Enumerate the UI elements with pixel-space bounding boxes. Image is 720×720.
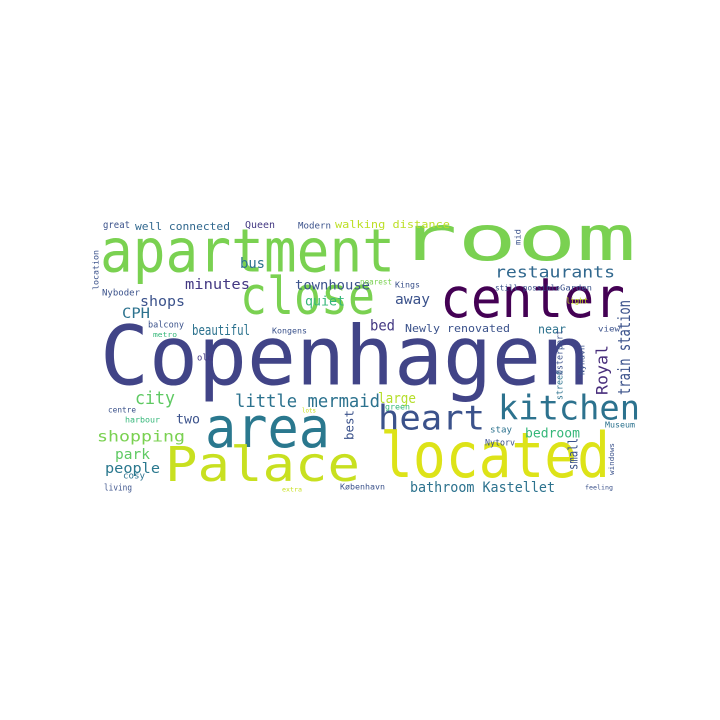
word: small (567, 438, 582, 470)
word: mid (514, 229, 523, 245)
word: cosy (123, 472, 146, 482)
word: balcony (148, 321, 185, 331)
word: Nytorv (485, 439, 515, 449)
word: windows (608, 443, 616, 475)
word: away (395, 292, 430, 308)
word: close (240, 267, 375, 327)
word: Palace (165, 437, 360, 493)
word: view (598, 325, 620, 334)
word: quiet (305, 295, 345, 310)
word: Kings (395, 281, 420, 290)
word: train station (615, 300, 635, 395)
word: well connected (135, 220, 230, 233)
word: light (566, 297, 588, 306)
word: park (115, 447, 151, 463)
word: harbour (125, 416, 160, 425)
word: bedroom (525, 427, 580, 442)
word: CPH (122, 306, 150, 322)
word: nearest (360, 278, 392, 287)
word: old (197, 354, 213, 364)
word: minutes (185, 277, 250, 293)
word: little mermaid (235, 391, 380, 412)
word: near (538, 323, 566, 337)
word: green (385, 403, 410, 412)
word: center (440, 266, 625, 330)
word: Garden (560, 284, 592, 293)
word: great (103, 220, 130, 231)
word: room (398, 202, 636, 275)
word: located (380, 419, 610, 492)
word: two (176, 413, 200, 428)
word: townhouse (295, 279, 370, 294)
word: København (340, 483, 385, 492)
word: stay (490, 426, 513, 436)
word: Copenhagen (100, 309, 590, 404)
word: Nyhavn (578, 345, 587, 375)
word: beautiful (192, 323, 250, 339)
word: Museum (605, 421, 635, 430)
word: centre (108, 406, 136, 415)
word: apartment (100, 217, 395, 287)
word: city (135, 388, 175, 409)
word: shopping (97, 428, 185, 446)
word: location (92, 250, 101, 290)
word: Queen (245, 220, 275, 231)
word: feeling (585, 485, 613, 492)
word: shops (140, 294, 185, 310)
word: bed (370, 317, 395, 335)
word: best (343, 410, 357, 440)
word: still possible (495, 284, 560, 293)
word: lots (302, 408, 316, 415)
word: bathroom Kastellet (410, 480, 555, 496)
word: extra (282, 487, 302, 494)
word: kitchen (498, 389, 640, 429)
word: Nyboder (102, 289, 141, 299)
word: heart (378, 399, 485, 439)
word: walking distance (335, 218, 450, 231)
word: living (104, 484, 132, 494)
word: street (556, 370, 566, 400)
word: metro (153, 331, 177, 339)
word: Modern (298, 222, 331, 232)
word: Newly renovated (405, 322, 510, 335)
word: area (205, 396, 330, 461)
word: Kongens (272, 327, 307, 336)
word: bus (240, 256, 265, 272)
word: people (105, 461, 160, 477)
word: Østerport (555, 330, 566, 375)
word: large (378, 391, 416, 407)
word: restaurants (495, 263, 615, 282)
word: Royal (593, 345, 612, 395)
